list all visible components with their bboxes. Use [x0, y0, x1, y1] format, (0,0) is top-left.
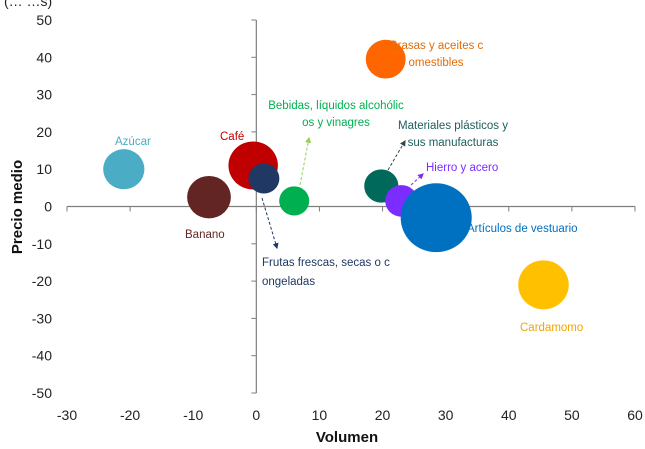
- arrow-frutas: [261, 197, 279, 250]
- x-tick-label: 10: [312, 407, 328, 423]
- bubble-label-4-line-2: os y vinagres: [302, 117, 370, 129]
- y-tick-label: 0: [44, 199, 52, 215]
- x-tick-label: 40: [501, 407, 517, 423]
- y-tick-label: 50: [36, 12, 52, 28]
- x-tick-label: 50: [564, 407, 580, 423]
- bubble-label-1: Banano: [185, 229, 225, 241]
- x-tick-label: 0: [252, 407, 260, 423]
- bubble-label-7: Hierro y acero: [426, 162, 498, 174]
- y-tick-label: -20: [32, 273, 52, 289]
- x-tick-label: -20: [120, 407, 140, 423]
- y-axis-title: Precio medio: [9, 160, 26, 254]
- arrow-materiales: [387, 139, 406, 171]
- bubble-labels: Azúcar Banano Café Frutas frescas, secas o …: [115, 40, 583, 334]
- y-tick-label: 20: [36, 124, 52, 140]
- axes: -30 -20 -10 0 10 20 30 40 50 60 50 40 30 20 10 0 -10 -20…: [32, 12, 643, 423]
- bubble-1: [187, 175, 231, 219]
- bubbles: [103, 39, 569, 310]
- bubble-5: [365, 39, 406, 79]
- bubble-label-0: Azúcar: [115, 136, 151, 148]
- x-tick-label: -10: [183, 407, 203, 423]
- bubble-label-8: Artículos de vestuario: [467, 223, 578, 235]
- y-tick-label: -10: [32, 236, 52, 252]
- bubble-label-6-line-2: sus manufacturas: [408, 137, 499, 149]
- arrow-bebidas: [299, 136, 312, 186]
- bubble-3: [248, 163, 280, 194]
- bubble-label-4-line-1: Bebidas, líquidos alcohólic: [268, 100, 404, 112]
- bubble-label-2: Café: [220, 131, 244, 143]
- bubble-9: [518, 260, 569, 310]
- bubble-label-3-line-1: Frutas frescas, secas o c: [262, 257, 390, 269]
- arrow-hierro: [410, 173, 424, 186]
- x-tick-label: 30: [438, 407, 454, 423]
- bubble-label-6-line-1: Materiales plásticos y: [398, 120, 508, 132]
- x-tick-label: 60: [627, 407, 643, 423]
- bubble-label-3-line-2: ongeladas: [262, 276, 315, 288]
- bubble-4: [279, 186, 310, 216]
- x-tick-label: -30: [57, 407, 77, 423]
- y-tick-label: -40: [32, 348, 52, 364]
- y-tick-label: 30: [36, 87, 52, 103]
- y-tick-label: -30: [32, 310, 52, 326]
- bubble-8: [400, 183, 472, 253]
- bubble-label-5-line-2: omestibles: [409, 57, 464, 69]
- y-tick-label: 40: [36, 49, 52, 65]
- x-tick-label: 20: [375, 407, 391, 423]
- clipped-header: (… …s): [4, 0, 52, 9]
- annotation-arrows: [261, 136, 424, 250]
- x-ticks: -30 -20 -10 0 10 20 30 40 50 60: [57, 206, 643, 423]
- x-axis-title: Volumen: [316, 429, 378, 446]
- bubble-label-5-line-1: Grasas y aceites c: [389, 40, 484, 52]
- y-tick-label: -50: [32, 385, 52, 401]
- y-tick-label: 10: [36, 161, 52, 177]
- bubble-0: [103, 149, 145, 190]
- bubble-label-9: Cardamomo: [520, 322, 583, 334]
